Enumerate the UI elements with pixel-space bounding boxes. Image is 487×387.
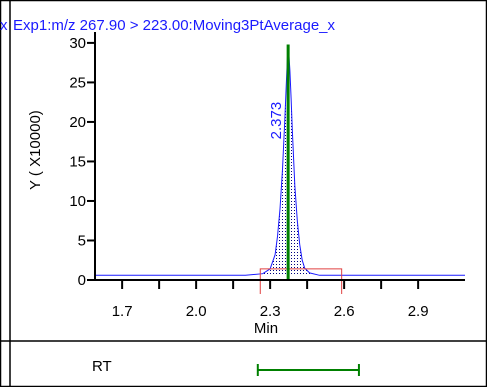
y-tick-label: 30	[69, 35, 86, 52]
peak-rt-label: 2.373	[268, 102, 285, 140]
y-tick-label: 5	[78, 232, 86, 249]
x-tick-label: 2.3	[260, 303, 281, 320]
y-tick-label: 0	[78, 272, 86, 289]
y-tick-label: 20	[69, 114, 86, 131]
x-tick-label: 2.6	[334, 303, 355, 320]
integration-bracket	[259, 268, 343, 294]
peak-area-fill	[260, 44, 342, 276]
left-fragment: x	[0, 17, 8, 34]
y-tick-label: 10	[69, 193, 86, 210]
chart-title: Exp1:m/z 267.90 > 223.00:Moving3PtAverag…	[13, 17, 336, 34]
x-tick-label: 2.0	[186, 303, 207, 320]
x-tick-label: 2.9	[408, 303, 429, 320]
y-axis-label: Y ( X10000)	[27, 110, 44, 190]
y-tick-label: 25	[69, 74, 86, 91]
rt-label: RT	[92, 358, 112, 375]
x-axis-label: Min	[254, 320, 278, 337]
y-tick-label: 15	[69, 153, 86, 170]
rt-window-bar	[256, 364, 360, 376]
y-axis-ticks: 0 5 10 15 20 25 30	[69, 35, 95, 289]
x-axis-ticks: 1.7 2.0 2.3 2.6 2.9	[112, 280, 429, 320]
x-tick-label: 1.7	[112, 303, 133, 320]
